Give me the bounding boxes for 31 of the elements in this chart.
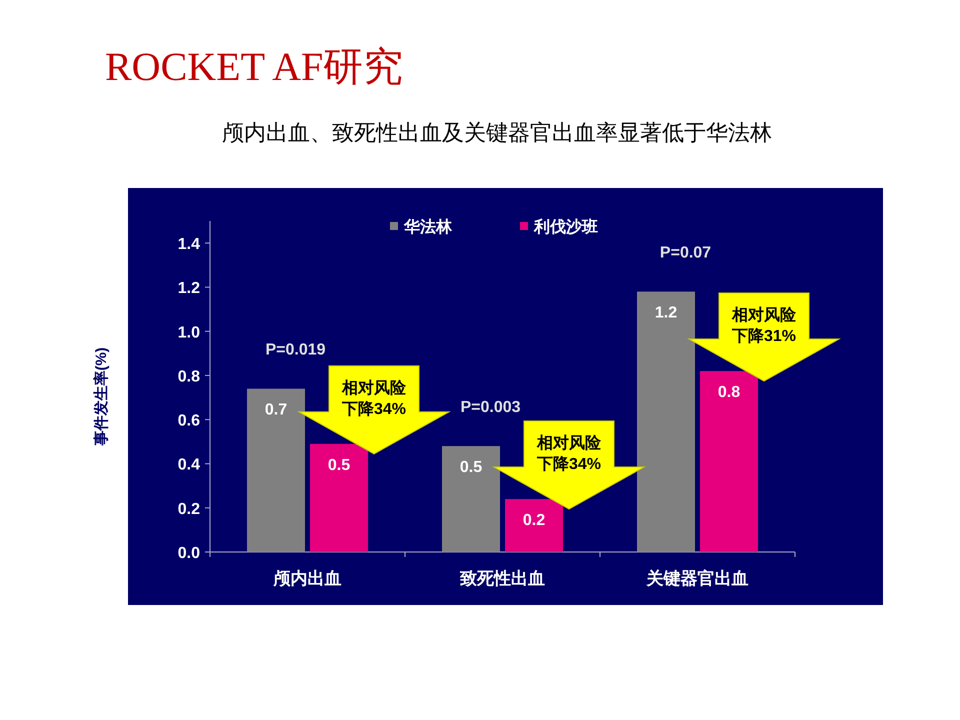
y-tick-label: 0.0 bbox=[178, 545, 200, 562]
bar bbox=[247, 388, 305, 552]
x-tick-label: 关键器官出血 bbox=[646, 569, 748, 588]
data-label: 0.8 bbox=[718, 384, 740, 402]
chart-subtitle: 颅内出血、致死性出血及关键器官出血率显著低于华法林 bbox=[222, 120, 772, 145]
data-label: 0.2 bbox=[522, 512, 546, 530]
y-tick-label: 1.2 bbox=[178, 280, 200, 298]
annotation: 相对风险下降31% bbox=[730, 306, 797, 346]
y-tick-label: 0.2 bbox=[178, 500, 200, 518]
y-tick-label: 1.0 bbox=[178, 324, 200, 342]
legend-label: 利伐沙班 bbox=[533, 218, 598, 236]
y-tick-label: 0.6 bbox=[178, 412, 200, 430]
y-tick-label: 0.8 bbox=[178, 368, 200, 386]
annotation: P=0.07 bbox=[660, 244, 712, 262]
y-axis-title: 事件发生率(%) bbox=[92, 347, 110, 447]
x-tick-label: 颅内出血 bbox=[272, 569, 342, 588]
bar bbox=[637, 292, 695, 552]
data-label: 1.2 bbox=[654, 304, 678, 322]
data-label: 0.5 bbox=[460, 459, 482, 476]
annotation: P=0.019 bbox=[265, 342, 326, 359]
legend-label: 华法林 bbox=[403, 218, 453, 236]
bar bbox=[505, 499, 563, 552]
data-label: 0.5 bbox=[328, 456, 350, 474]
x-tick-label: 致死性出血 bbox=[459, 569, 545, 588]
annotation: 相对风险下降34% bbox=[340, 378, 407, 418]
chart-title: ROCKET AF研究 bbox=[105, 44, 404, 89]
annotation: P=0.003 bbox=[460, 399, 521, 416]
y-tick-label: 1.4 bbox=[178, 236, 200, 254]
y-tick-label: 0.4 bbox=[178, 456, 200, 474]
data-label: 0.7 bbox=[264, 402, 288, 419]
annotation: 相对风险下降34% bbox=[536, 434, 602, 474]
